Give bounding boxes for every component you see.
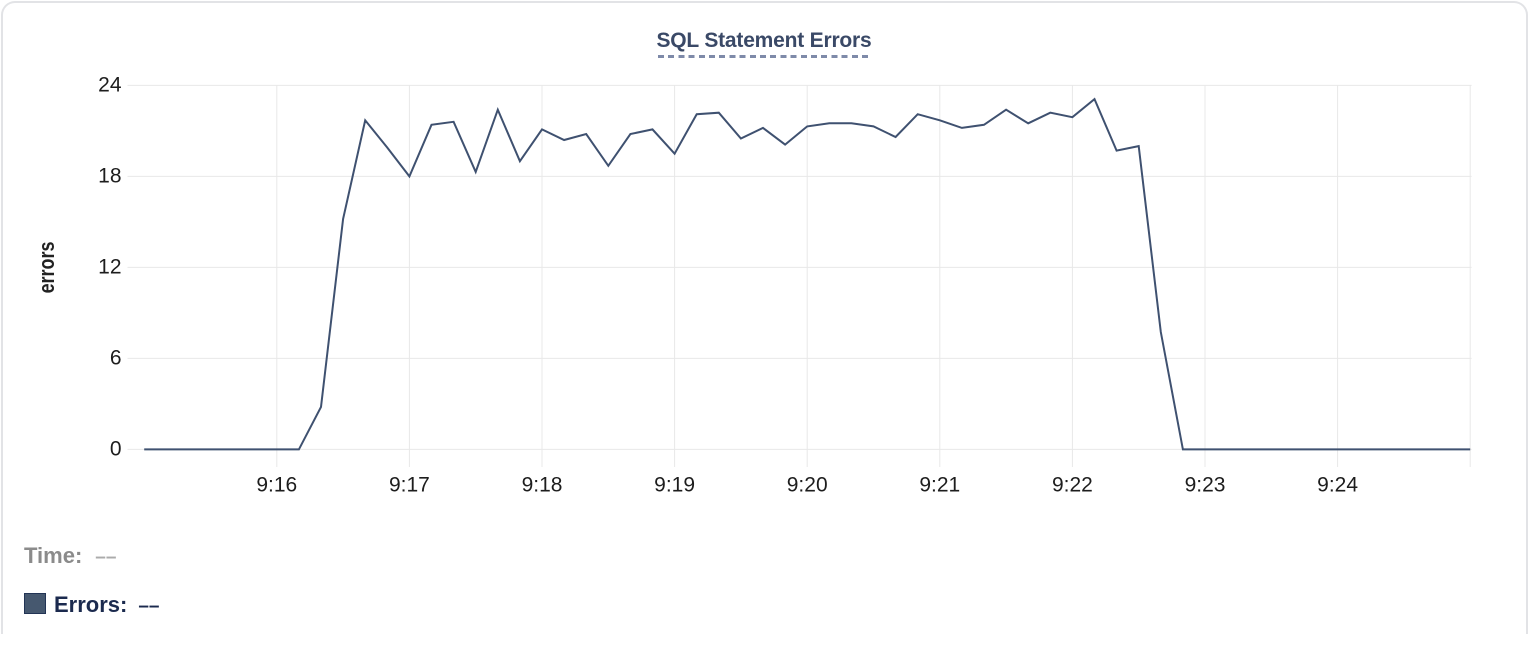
svg-text:9:22: 9:22: [1052, 474, 1093, 497]
svg-text:9:21: 9:21: [919, 474, 960, 497]
svg-text:18: 18: [98, 164, 121, 187]
svg-text:errors: errors: [35, 242, 59, 294]
svg-text:0: 0: [110, 437, 122, 460]
svg-text:9:24: 9:24: [1317, 474, 1358, 497]
svg-text:9:17: 9:17: [389, 474, 430, 497]
svg-text:24: 24: [98, 73, 122, 96]
svg-text:9:23: 9:23: [1185, 474, 1226, 497]
svg-text:6: 6: [110, 346, 122, 369]
svg-text:12: 12: [98, 255, 121, 278]
svg-text:9:19: 9:19: [654, 474, 695, 497]
svg-text:9:18: 9:18: [522, 474, 563, 497]
svg-text:9:16: 9:16: [256, 474, 297, 497]
svg-text:9:20: 9:20: [787, 474, 828, 497]
